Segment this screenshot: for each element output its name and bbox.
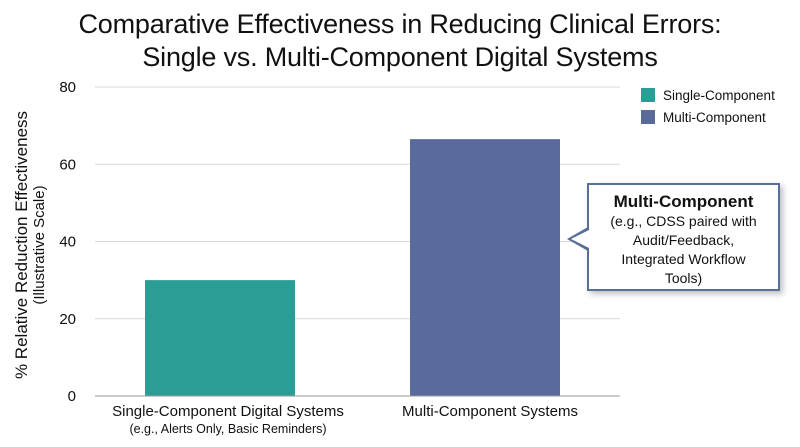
callout-line-1: (e.g., CDSS paired with (610, 213, 757, 229)
x-tick-label-single-sub: (e.g., Alerts Only, Basic Reminders) (129, 422, 327, 436)
chart-title-line-1: Comparative Effectiveness in Reducing Cl… (78, 9, 722, 39)
y-tick-label: 0 (68, 388, 76, 405)
y-axis-label: % Relative Reduction Effectiveness (12, 110, 31, 380)
x-tick-label-single: Single-Component Digital Systems (e.g., … (112, 402, 344, 437)
x-tick-label-single-main: Single-Component Digital Systems (112, 403, 344, 420)
x-tick-label-multi-main: Multi-Component Systems (402, 403, 578, 420)
legend: Single-Component Multi-Component (641, 84, 775, 128)
legend-item-multi: Multi-Component (641, 106, 775, 128)
annotation-callout: Multi-Component (e.g., CDSS paired with … (587, 183, 780, 291)
chart-title: Comparative Effectiveness in Reducing Cl… (0, 8, 800, 74)
bar-multi-component (410, 139, 560, 397)
callout-line-2: Audit/Feedback, (632, 232, 735, 248)
y-tick-label: 40 (59, 234, 76, 251)
legend-item-single: Single-Component (641, 84, 775, 106)
y-tick-label: 60 (59, 156, 76, 173)
bar-single-component (145, 280, 295, 396)
callout-line-4: Tools) (664, 270, 703, 286)
legend-swatch-single (641, 88, 655, 102)
y-tick-label: 20 (59, 311, 76, 328)
y-axis-sublabel: (Illustrative Scale) (31, 185, 48, 305)
y-tick-labels: 0 20 40 60 80 (59, 79, 76, 405)
callout-pointer-fill (571, 230, 589, 248)
legend-label-single: Single-Component (663, 87, 775, 103)
chart-title-line-2: Single vs. Multi-Component Digital Syste… (142, 42, 658, 72)
legend-label-multi: Multi-Component (663, 109, 766, 125)
callout-title: Multi-Component (613, 192, 754, 211)
legend-swatch-multi (641, 110, 655, 124)
bars (145, 139, 560, 397)
y-tick-label: 80 (59, 79, 76, 96)
x-tick-label-multi: Multi-Component Systems (402, 402, 578, 421)
callout-line-3: Integrated Workflow (621, 251, 746, 267)
y-axis-title: % Relative Reduction Effectiveness (Illu… (12, 111, 48, 379)
